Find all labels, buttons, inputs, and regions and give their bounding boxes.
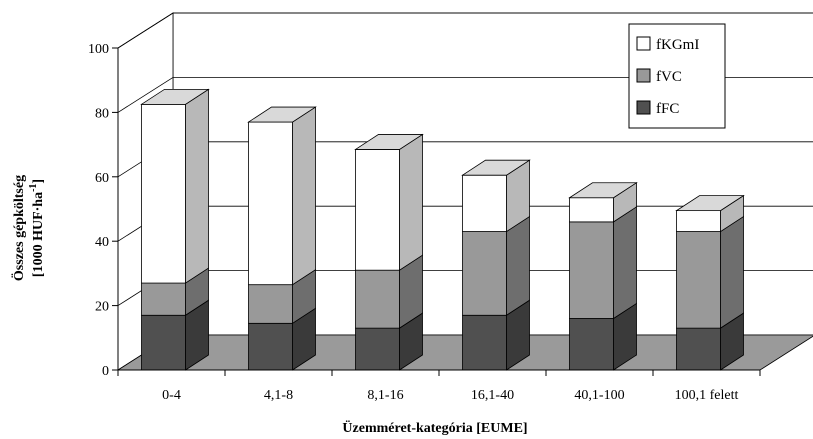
bar-segment xyxy=(676,231,721,329)
bar-segment xyxy=(355,269,400,329)
y-axis-title-line1: Összes gépköltség xyxy=(10,175,27,281)
bars xyxy=(140,88,745,371)
gridline-side xyxy=(117,77,174,113)
bar-stack xyxy=(461,159,531,371)
legend: fKGmI fVC fFC xyxy=(628,23,726,129)
bar-segment xyxy=(248,284,293,324)
x-tick-label: 4,1-8 xyxy=(264,388,293,403)
y-tick-label: 40 xyxy=(95,235,109,250)
bar-segment-side xyxy=(292,106,316,286)
y-axis-title-line2: [1000 HUF·ha-1] xyxy=(28,179,46,277)
bar-segment xyxy=(248,322,293,371)
y-tick-label: 20 xyxy=(95,300,109,315)
bar-segment xyxy=(462,174,507,232)
bar-top xyxy=(247,106,317,123)
bar-segment xyxy=(569,318,614,371)
bar-segment xyxy=(248,121,293,286)
legend-swatch xyxy=(636,36,651,51)
bar-segment xyxy=(355,327,400,371)
y-tick-label: 80 xyxy=(95,106,109,121)
bar-segment xyxy=(355,149,400,271)
legend-swatch xyxy=(636,100,651,115)
bar-stack xyxy=(568,181,638,371)
gridline-side xyxy=(117,12,174,49)
bar-segment xyxy=(569,197,614,223)
bar-segment xyxy=(141,314,186,371)
bar-segment-side xyxy=(720,215,744,329)
y-tick-label: 0 xyxy=(102,364,109,379)
bar-segment xyxy=(569,221,614,319)
legend-label: fVC xyxy=(656,69,682,85)
bar-segment-side xyxy=(185,88,209,284)
legend-swatch xyxy=(636,68,651,83)
bar-segment-side xyxy=(399,133,423,271)
bar-segment xyxy=(141,103,186,284)
bar-segment-side xyxy=(613,206,637,320)
bar-stack xyxy=(675,194,745,371)
bar-stack xyxy=(247,106,317,371)
bar-segment xyxy=(676,210,721,232)
axes: 0 20 40 60 80 100 0-4 4,1-8 8,1-16 16,1-40 40,1-10… xyxy=(88,42,761,403)
y-tick-label: 60 xyxy=(95,171,109,186)
x-tick-label: 100,1 felett xyxy=(675,388,739,403)
legend-label: fFC xyxy=(656,101,679,117)
bar-segment xyxy=(676,327,721,371)
x-axis-title: Üzemméret-kategória [EUME] xyxy=(342,419,527,436)
y-tick-label: 100 xyxy=(88,42,109,57)
bar-segment xyxy=(462,231,507,316)
bar-top xyxy=(568,182,638,199)
bar-segment xyxy=(462,314,507,371)
bar-stack xyxy=(140,88,210,371)
legend-label: fKGmI xyxy=(656,37,699,53)
bar-top xyxy=(354,134,424,150)
bar-top xyxy=(140,88,210,105)
x-tick-label: 16,1-40 xyxy=(471,388,514,403)
bar-stack xyxy=(354,133,424,371)
bar-top xyxy=(675,195,745,212)
bar-segment-side xyxy=(506,215,530,316)
x-tick-label: 8,1-16 xyxy=(367,388,403,403)
bar-segment xyxy=(141,282,186,316)
x-tick-label: 0-4 xyxy=(162,388,181,403)
bar-top xyxy=(461,159,531,176)
y-axis-title: Összes gépköltség [1000 HUF·ha-1] xyxy=(10,175,46,281)
x-tick-label: 40,1-100 xyxy=(574,388,624,403)
